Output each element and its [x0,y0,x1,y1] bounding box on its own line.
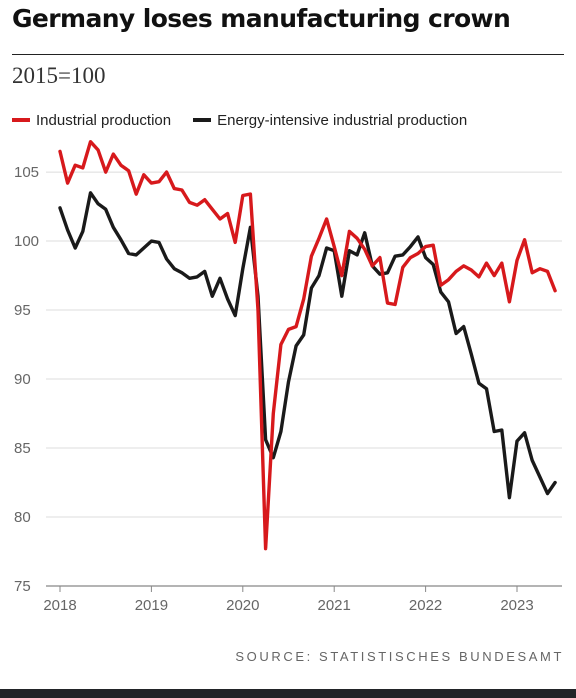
chart-legend: Industrial production Energy-intensive i… [12,110,489,130]
legend-swatch-industrial-production [12,118,30,122]
source-note: SOURCE: STATISTISCHES BUNDESAMT [235,649,564,664]
y-tick-label-85: 85 [14,440,31,457]
x-tick-label-2023: 2023 [500,597,533,614]
y-tick-label-105: 105 [14,164,39,181]
chart-subtitle: 2015=100 [12,63,106,88]
legend-label-industrial-production: Industrial production [36,111,172,129]
legend-swatch-energy-intensive [193,118,212,122]
x-tick-label-2022: 2022 [409,597,442,614]
legend-item-industrial-production: Industrial production [12,112,171,129]
footer-bar [0,689,576,698]
x-tick-label-2019: 2019 [135,597,168,614]
x-tick-label-2018: 2018 [43,597,76,614]
y-tick-label-75: 75 [14,578,31,595]
y-tick-label-100: 100 [14,233,39,250]
series-line-energy-intensive-production [58,191,557,500]
x-tick-label-2021: 2021 [318,597,351,614]
legend-item-energy-intensive: Energy-intensive industrial production [193,112,467,129]
y-tick-label-95: 95 [14,302,31,319]
y-tick-label-90: 90 [14,371,31,388]
title-divider [12,54,564,55]
page-title: Germany loses manufacturing crown [12,4,511,33]
legend-label-energy-intensive: Energy-intensive industrial production [217,111,468,129]
series-line-industrial-production [58,139,557,551]
y-tick-label-80: 80 [14,509,31,526]
x-tick-label-2020: 2020 [226,597,259,614]
